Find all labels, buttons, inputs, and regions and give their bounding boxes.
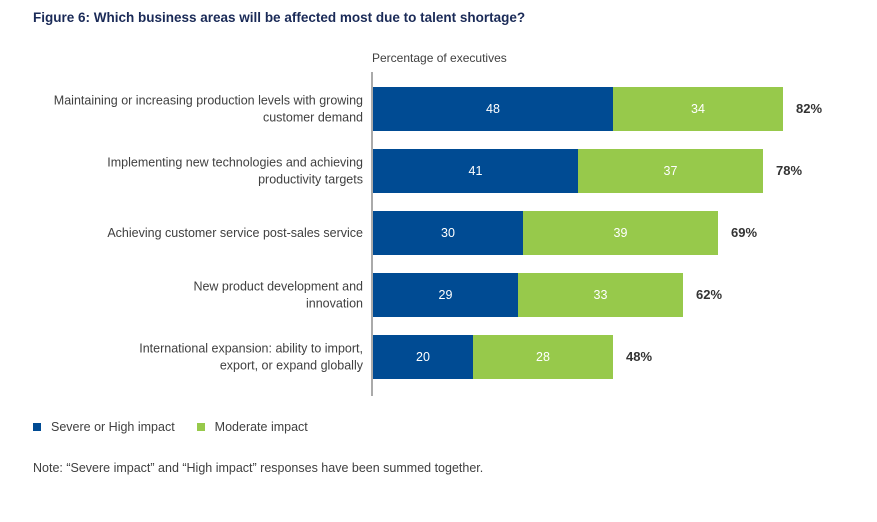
- bar-moderate: [473, 335, 613, 379]
- category-label-line: International expansion: ability to impo…: [139, 342, 363, 356]
- category-label: International expansion: ability to impo…: [139, 342, 363, 373]
- bar-value-label: 39: [614, 226, 628, 240]
- bar-value-label: 33: [594, 288, 608, 302]
- total-label: 69%: [731, 225, 757, 240]
- total-label: 62%: [696, 287, 722, 302]
- bar-moderate: [578, 149, 763, 193]
- category-label-line: Maintaining or increasing production lev…: [54, 94, 363, 108]
- bar-severe-high: [373, 149, 578, 193]
- legend-label: Severe or High impact: [51, 420, 175, 434]
- bar-value-label: 20: [416, 350, 430, 364]
- bar-value-label: 41: [469, 164, 483, 178]
- bar-value-label: 29: [439, 288, 453, 302]
- category-label: Maintaining or increasing production lev…: [54, 94, 363, 125]
- category-label-line: Achieving customer service post-sales se…: [107, 226, 363, 240]
- axis-title: Percentage of executives: [372, 51, 507, 65]
- category-label: Implementing new technologies and achiev…: [107, 156, 363, 187]
- legend-label: Moderate impact: [214, 420, 308, 434]
- bar-severe-high: [373, 211, 523, 255]
- bar-moderate: [518, 273, 683, 317]
- category-label: New product development and innovation: [193, 280, 363, 311]
- bar-value-label: 37: [664, 164, 678, 178]
- legend-swatch: [33, 423, 41, 431]
- total-label: 82%: [796, 101, 822, 116]
- category-label-line: Implementing new technologies and achiev…: [107, 156, 363, 170]
- category-label-line: customer demand: [263, 111, 363, 125]
- legend-swatch: [196, 423, 205, 431]
- bar-value-label: 30: [441, 226, 455, 240]
- legend-item-severe-high: Severe or High impact: [33, 420, 175, 434]
- stacked-bar-chart: Percentage of executives Maintaining or …: [54, 51, 822, 396]
- bar-severe-high: [373, 335, 473, 379]
- bar-value-label: 34: [691, 102, 705, 116]
- bar-value-label: 48: [486, 102, 500, 116]
- category-label-line: innovation: [306, 297, 363, 311]
- bar-moderate: [613, 87, 783, 131]
- category-label-line: New product development and: [193, 280, 363, 294]
- legend: Severe or High impact Moderate impact: [33, 420, 330, 434]
- bar-severe-high: [373, 87, 613, 131]
- bar-severe-high: [373, 273, 518, 317]
- bar-moderate: [523, 211, 718, 255]
- chart-note: Note: “Severe impact” and “High impact” …: [33, 461, 484, 475]
- category-label-line: productivity targets: [258, 173, 363, 187]
- legend-item-moderate: Moderate impact: [196, 420, 308, 434]
- total-label: 48%: [626, 349, 652, 364]
- bar-value-label: 28: [536, 350, 550, 364]
- figure-title: Figure 6: Which business areas will be a…: [33, 10, 526, 25]
- total-label: 78%: [776, 163, 802, 178]
- category-label-line: export, or expand globally: [220, 359, 364, 373]
- category-label: Achieving customer service post-sales se…: [107, 226, 363, 240]
